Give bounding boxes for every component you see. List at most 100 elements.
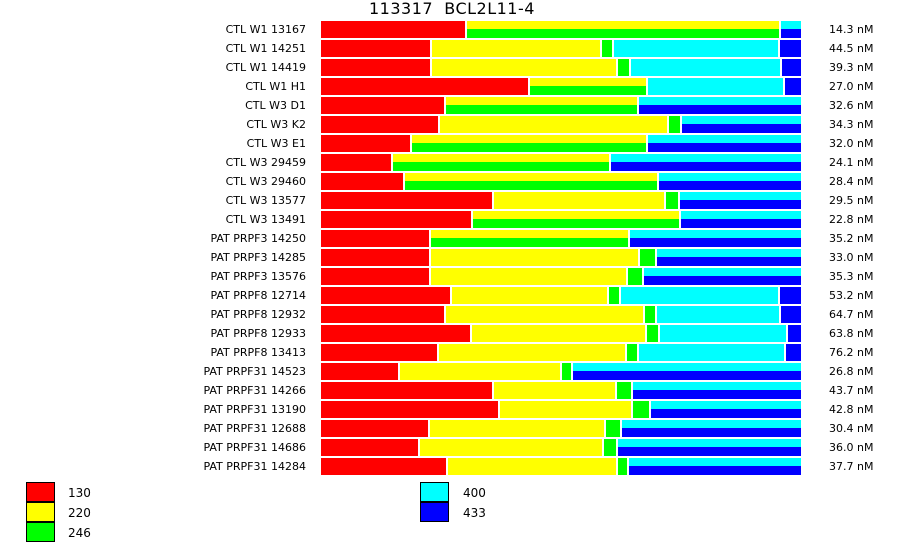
legend-label: 246	[68, 526, 91, 540]
bar-segment-220	[432, 59, 616, 76]
row-value: 63.8 nM	[829, 327, 874, 340]
row-label: PAT PRPF31 13190	[203, 403, 306, 416]
row-label: CTL W1 14419	[225, 61, 306, 74]
legend-label: 220	[68, 506, 91, 520]
bar-segment-433	[780, 287, 801, 304]
bar-segment-220-246	[530, 78, 646, 95]
segment-bottom-433	[681, 219, 801, 228]
segment-bottom-246	[473, 219, 679, 228]
segment-top-400	[651, 401, 801, 409]
row-value: 24.1 nM	[829, 156, 874, 169]
segment-top-220	[393, 154, 609, 162]
bar-segment-246	[609, 287, 619, 304]
segment-top-400	[657, 249, 801, 257]
segment-bottom-433	[682, 124, 801, 133]
bar-segment-246	[606, 420, 620, 437]
bar-segment-130	[321, 420, 428, 437]
row-label: CTL W1 14251	[225, 42, 306, 55]
bar-segment-130	[321, 135, 410, 152]
segment-bottom-433	[680, 200, 801, 209]
bar-segment-400-433	[648, 135, 801, 152]
row-value: 32.0 nM	[829, 137, 874, 150]
bar-segment-220-246	[412, 135, 646, 152]
segment-bottom-433	[644, 276, 801, 285]
bar-segment-400	[621, 287, 778, 304]
bar-row: CTL W1 13167 14.3 nM	[0, 21, 900, 38]
bar-row: CTL W3 K2 34.3 nM	[0, 116, 900, 133]
bar-segment-433	[781, 306, 801, 323]
bar-segment-130	[321, 230, 429, 247]
row-value: 76.2 nM	[829, 346, 874, 359]
row-value: 33.0 nM	[829, 251, 874, 264]
stacked-bar	[321, 325, 803, 342]
bar-row: PAT PRPF8 12933 63.8 nM	[0, 325, 900, 342]
row-label: PAT PRPF3 14285	[210, 251, 306, 264]
bar-segment-400-433	[629, 458, 801, 475]
bar-segment-400	[631, 59, 780, 76]
legend-swatch-246	[26, 522, 55, 542]
bar-segment-130	[321, 306, 444, 323]
bar-row: PAT PRPF31 12688 30.4 nM	[0, 420, 900, 437]
bar-segment-246	[604, 439, 616, 456]
bar-segment-246	[618, 59, 629, 76]
bar-segment-246	[618, 458, 627, 475]
segment-top-220	[467, 21, 779, 29]
bar-segment-433	[785, 78, 801, 95]
bar-segment-400-433	[657, 249, 801, 266]
bar-segment-400-433	[622, 420, 801, 437]
bar-segment-400-433	[681, 211, 801, 228]
row-label: CTL W3 29459	[225, 156, 306, 169]
stacked-bar	[321, 382, 803, 399]
row-label: CTL W3 K2	[246, 118, 306, 131]
bar-segment-130	[321, 268, 429, 285]
segment-bottom-433	[781, 29, 801, 38]
bar-row: PAT PRPF3 13576 35.3 nM	[0, 268, 900, 285]
stacked-bar	[321, 249, 803, 266]
segment-bottom-433	[622, 428, 801, 437]
bar-segment-220	[439, 344, 625, 361]
bar-row: PAT PRPF8 12714 53.2 nM	[0, 287, 900, 304]
legend-swatch-130	[26, 482, 55, 502]
row-value: 37.7 nM	[829, 460, 874, 473]
bar-row: CTL W1 14419 39.3 nM	[0, 59, 900, 76]
segment-top-400	[629, 458, 801, 466]
bar-segment-130	[321, 363, 398, 380]
bar-segment-400	[614, 40, 778, 57]
bar-segment-400-433	[644, 268, 801, 285]
bar-segment-130	[321, 59, 430, 76]
row-value: 26.8 nM	[829, 365, 874, 378]
segment-top-220	[530, 78, 646, 86]
bar-segment-220	[430, 420, 604, 437]
bar-segment-246	[640, 249, 655, 266]
bar-segment-220	[431, 268, 626, 285]
stacked-bar	[321, 173, 803, 190]
row-value: 30.4 nM	[829, 422, 874, 435]
legend-swatch-400	[420, 482, 449, 502]
bar-row: PAT PRPF8 13413 76.2 nM	[0, 344, 900, 361]
segment-bottom-433	[573, 371, 801, 380]
segment-top-400	[639, 97, 801, 105]
segment-top-400	[644, 268, 801, 276]
segment-top-220	[473, 211, 679, 219]
bar-segment-220-246	[473, 211, 679, 228]
segment-bottom-246	[393, 162, 609, 171]
segment-bottom-433	[633, 390, 801, 399]
bar-segment-130	[321, 78, 528, 95]
bar-segment-246	[645, 306, 655, 323]
row-value: 43.7 nM	[829, 384, 874, 397]
bar-segment-400	[660, 325, 786, 342]
stacked-bar	[321, 21, 803, 38]
stacked-bar	[321, 59, 803, 76]
stacked-bar	[321, 211, 803, 228]
bar-segment-400-433	[659, 173, 801, 190]
segment-bottom-246	[405, 181, 657, 190]
bar-segment-130	[321, 211, 471, 228]
row-value: 42.8 nM	[829, 403, 874, 416]
bar-segment-220-246	[393, 154, 609, 171]
segment-top-400	[573, 363, 801, 371]
bar-segment-246	[669, 116, 680, 133]
row-value: 29.5 nM	[829, 194, 874, 207]
stacked-bar	[321, 78, 803, 95]
segment-top-400	[622, 420, 801, 428]
bar-row: PAT PRPF3 14250 35.2 nM	[0, 230, 900, 247]
